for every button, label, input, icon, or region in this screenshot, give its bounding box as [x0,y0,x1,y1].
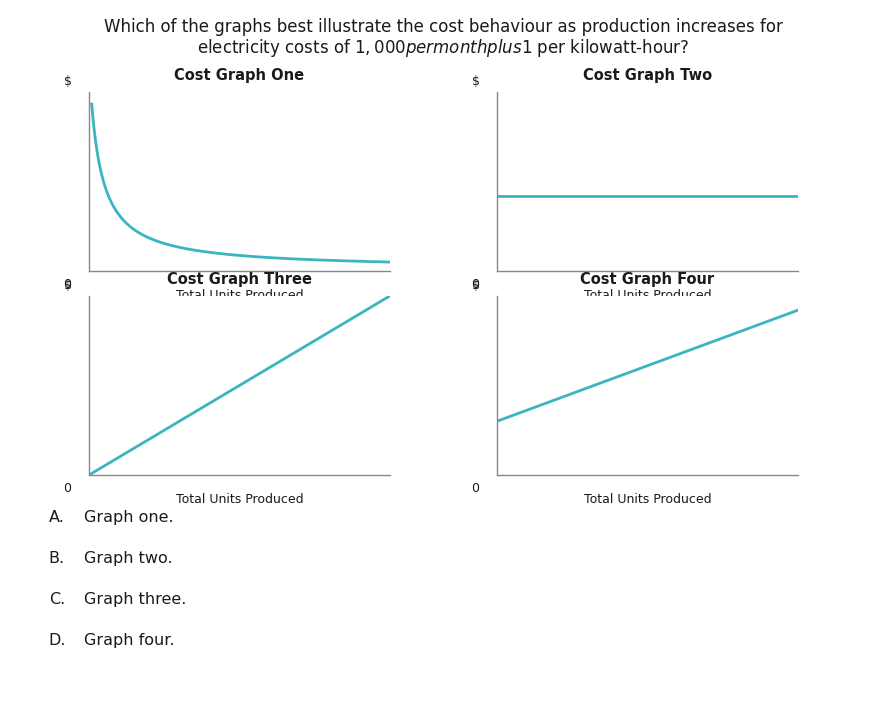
Text: C.: C. [49,592,65,607]
Text: $: $ [64,279,72,292]
Text: Total Units Produced: Total Units Produced [583,289,711,302]
Text: Which of the graphs best illustrate the cost behaviour as production increases f: Which of the graphs best illustrate the … [104,18,782,36]
Text: $: $ [471,75,479,88]
Text: Total Units Produced: Total Units Produced [175,289,303,302]
Text: 0: 0 [64,278,72,291]
Text: Graph three.: Graph three. [84,592,186,607]
Text: Cost Graph Three: Cost Graph Three [167,272,312,287]
Text: Graph two.: Graph two. [84,551,173,566]
Text: Total Units Produced: Total Units Produced [583,493,711,506]
Text: 0: 0 [471,482,479,496]
Text: A.: A. [49,510,65,525]
Text: Cost Graph Two: Cost Graph Two [582,68,711,83]
Text: $: $ [471,279,479,292]
Text: 0: 0 [471,278,479,291]
Text: Total Units Produced: Total Units Produced [175,493,303,506]
Text: $: $ [64,75,72,88]
Text: Graph four.: Graph four. [84,633,175,648]
Text: electricity costs of $1,000 per month plus $1 per kilowatt-hour?: electricity costs of $1,000 per month pl… [197,37,689,58]
Text: Cost Graph Four: Cost Graph Four [579,272,714,287]
Text: Graph one.: Graph one. [84,510,174,525]
Text: 0: 0 [64,482,72,496]
Text: D.: D. [49,633,66,648]
Text: Cost Graph One: Cost Graph One [175,68,304,83]
Text: B.: B. [49,551,65,566]
